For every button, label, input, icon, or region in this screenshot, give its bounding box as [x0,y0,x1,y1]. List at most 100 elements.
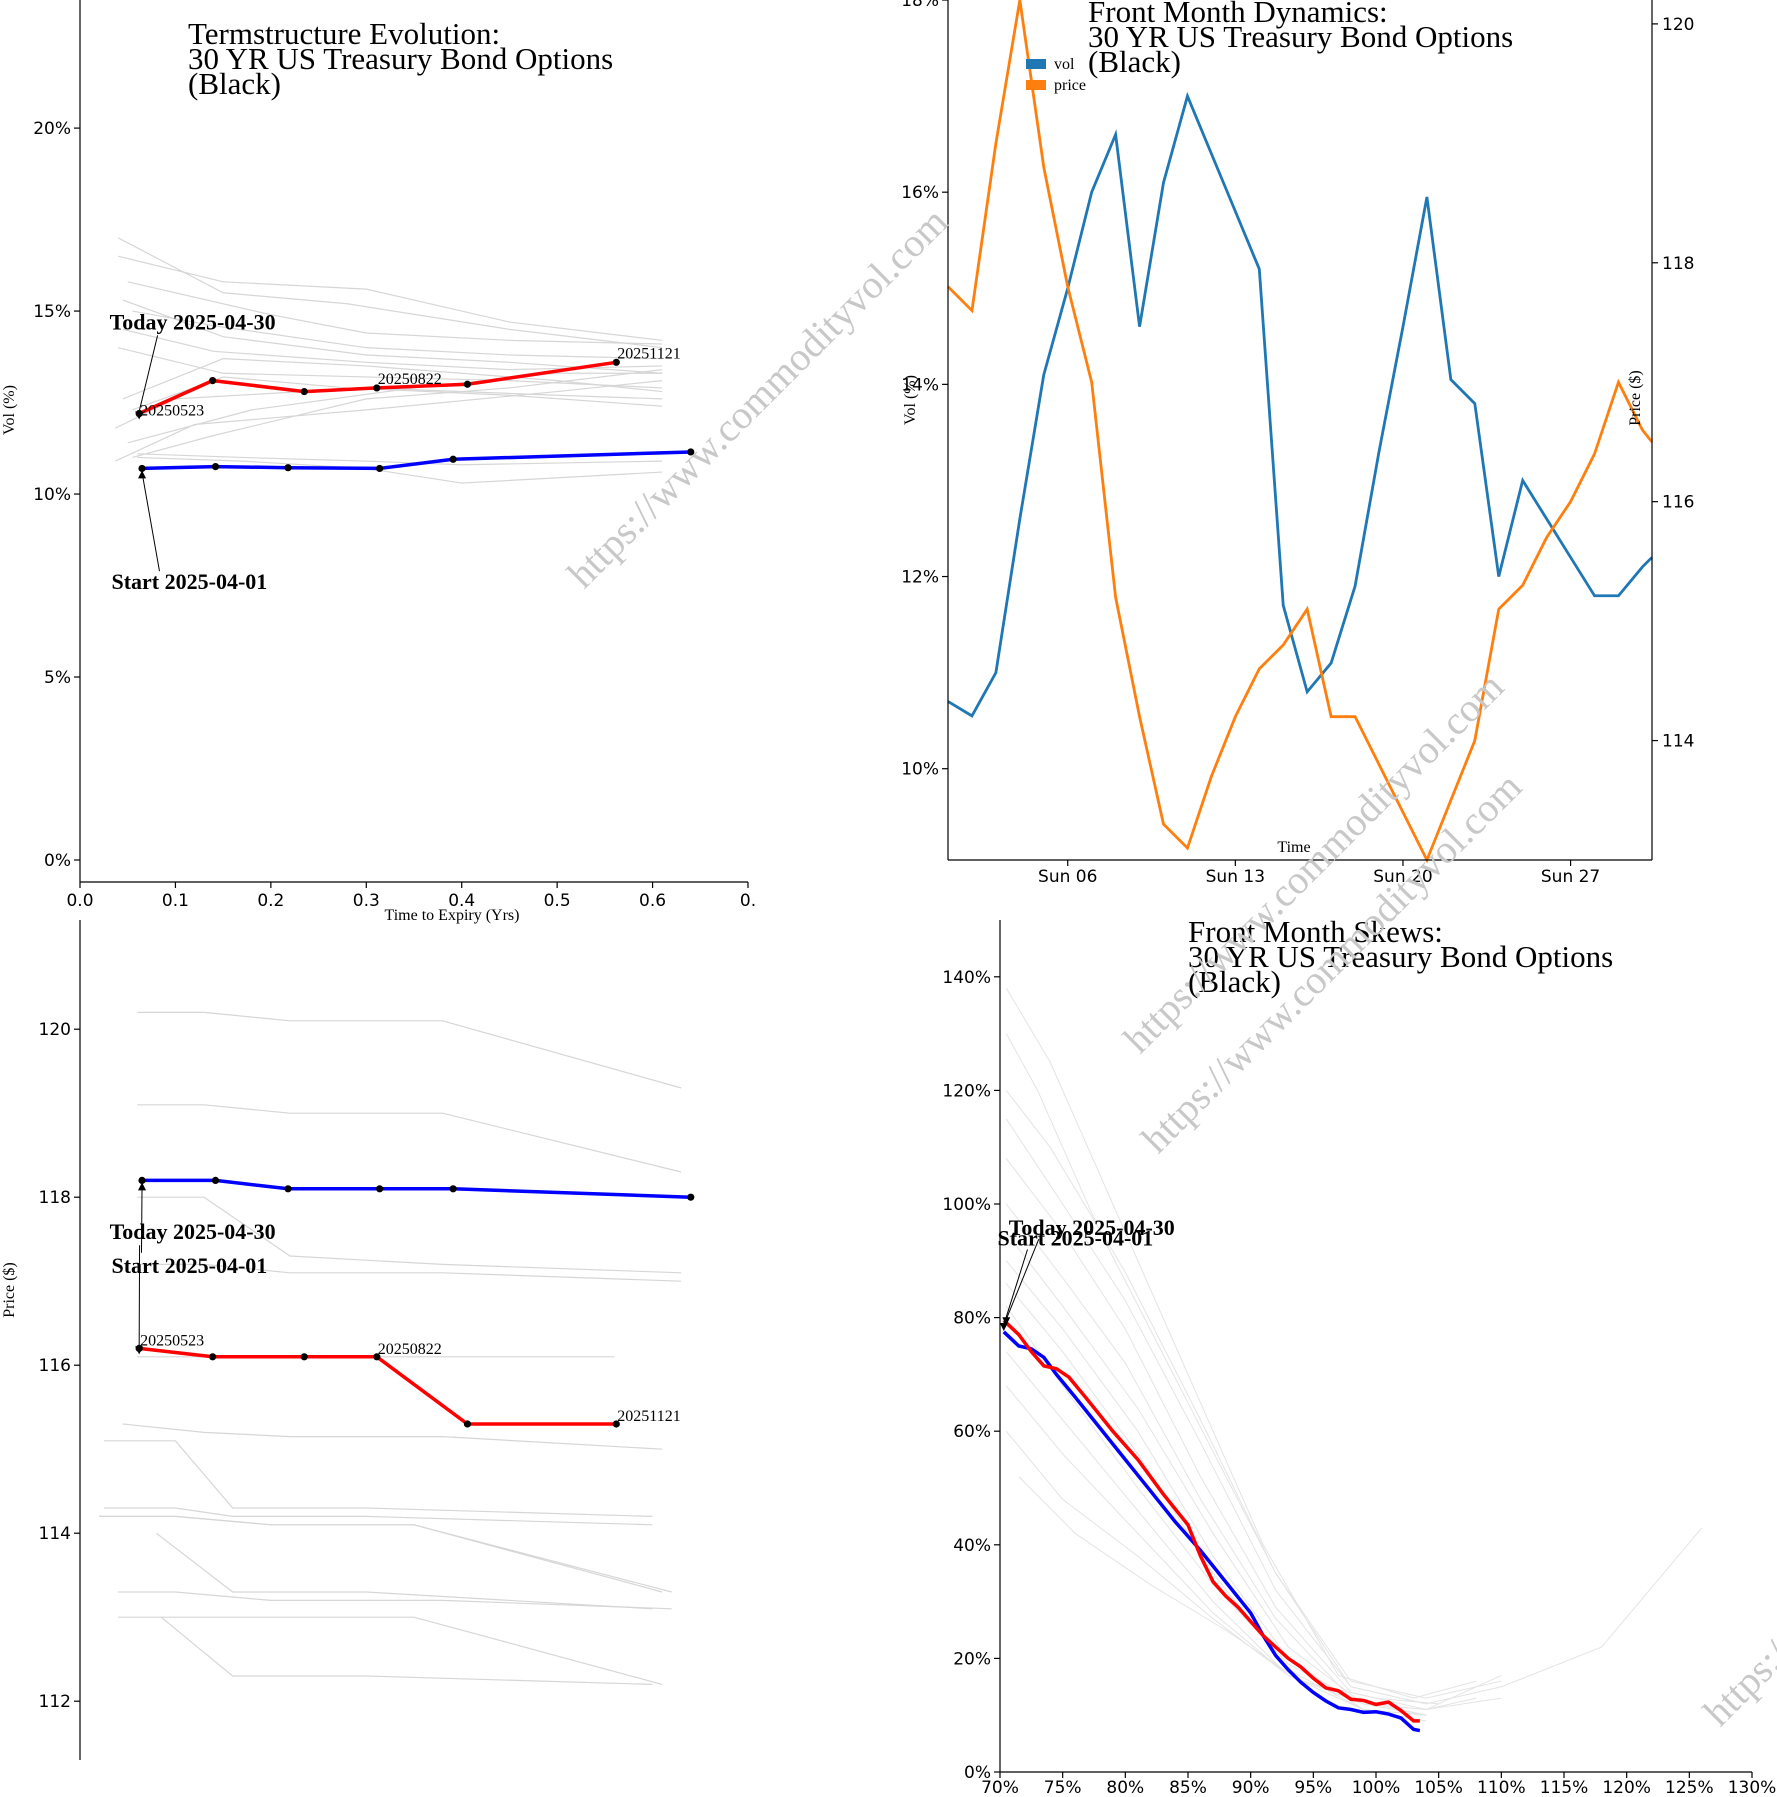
point-label: 20250523 [140,1332,204,1349]
futures-curve-panel: 112 114 116 118 120 20250523 20250822 20251121… [1,920,695,1760]
annotation-arrow [1005,1239,1040,1320]
data-point [300,1353,308,1361]
termstructure-labels: 20250523 20250822 20251121 Today 2025-04-30… [110,309,681,594]
y-tick-label: 112 [39,1692,71,1712]
history-line [1005,1090,1502,1699]
legend-swatch-vol [1026,59,1046,69]
history-line [137,453,663,466]
data-point [612,1420,620,1428]
history-line [118,1616,663,1685]
dynamics-title-line-2: 30 YR US Treasury Bond Options [1088,19,1513,54]
history-line [132,310,663,360]
y2-tick-label: 118 [1662,254,1694,274]
data-point [138,1176,146,1184]
series-line [141,450,691,471]
history-line [1018,1476,1439,1705]
history-line [137,1196,682,1274]
series-line [138,1346,617,1426]
termstructure-axes: 0% 5% 10% 15% 20% 0.0 0.1 0.2 0.3 0.4 0.5 0.6 0. [33,0,756,911]
x-tick-label: 130% [1728,1778,1777,1797]
data-point [612,358,620,366]
history-line [1005,1385,1427,1716]
history-line [118,255,663,341]
x-tick-label: 100% [1352,1778,1401,1797]
annotation-label: Start 2025-04-01 [997,1225,1153,1250]
data-point [373,1353,381,1361]
history-line [99,1515,663,1593]
annotation-arrowhead [138,470,147,479]
price-line [947,0,1654,864]
point-label: 20250822 [378,1341,442,1358]
data-point [463,1420,472,1428]
y-tick-label: 5% [44,668,71,688]
history-line [118,1591,672,1610]
futures-curve-y-axis-label: Price ($) [1,1262,18,1318]
annotation-arrow [138,335,159,412]
data-point [376,464,384,473]
history-line [117,237,663,349]
annotation-arrowhead [138,1182,147,1191]
x-tick-label: 90% [1232,1778,1270,1797]
annotation-label: Today 2025-04-30 [110,1219,276,1244]
skews-history-lines [1005,987,1703,1722]
y-tick-label: 116 [39,1356,71,1376]
x-tick-label: 85% [1169,1778,1207,1797]
x-tick-label: 115% [1540,1778,1589,1797]
x-tick-label: 95% [1294,1778,1332,1797]
skews-title-line-1: Front Month Skews: [1188,914,1443,949]
data-point [138,464,146,473]
y2-tick-label: 120 [1662,15,1694,35]
history-line [1005,1351,1427,1716]
y-tick-label: 18% [901,0,939,11]
termstructure-history-lines [115,237,663,484]
history-line [118,347,663,389]
y-tick-label: 114 [39,1524,71,1544]
y-tick-label: 20% [33,119,71,139]
y-tick-label: 16% [901,183,939,203]
history-line [137,1104,682,1173]
history-line [115,379,663,462]
x-tick-label: 120% [1602,1778,1651,1797]
annotation-arrowhead [135,411,144,420]
watermark-3: https://www.commodityvol.com [1695,1337,1777,1735]
y-tick-label: 100% [942,1195,991,1215]
y-tick-label: 10% [901,760,939,780]
series-line [142,1178,691,1199]
point-label: 20251121 [617,1408,680,1425]
dynamics-title-line-3: (Black) [1088,44,1181,79]
history-line [99,1515,672,1593]
x-tick-label: Sun 27 [1541,867,1600,887]
dynamics-panel: 10% 12% 14% 16% 18% 114 116 118 120 Sun 06 Sun 13 S… [901,0,1694,887]
x-tick-label: 0.2 [257,891,284,911]
data-point [209,376,217,385]
x-tick-label: Sun 20 [1373,867,1432,887]
termstructure-title-line-2: 30 YR US Treasury Bond Options [188,41,613,76]
vol-line [947,91,1653,718]
x-tick-label: Sun 13 [1206,867,1265,887]
y-tick-label: 0% [44,851,71,871]
series-line [1002,1319,1420,1723]
data-point [284,1185,292,1193]
x-tick-label: 80% [1106,1778,1144,1797]
data-point [211,1176,220,1184]
y-tick-label: 0% [964,1763,991,1783]
history-line [1005,1260,1427,1716]
futures-curve-series [135,1176,695,1428]
dynamics-y-axis-label: Vol (%) [902,375,919,425]
history-line [1005,987,1477,1699]
x-tick-label: 0. [740,891,756,911]
termstructure-y-axis-label: Vol (%) [1,385,18,435]
x-tick-label: 0.6 [639,891,666,911]
data-point [449,1185,457,1193]
y2-tick-label: 116 [1662,493,1694,513]
termstructure-x-axis-label: Time to Expiry (Yrs) [385,907,520,924]
dynamics-y2-axis-label: Price ($) [1627,370,1644,426]
data-point [376,1185,384,1193]
annotation-label: Today 2025-04-30 [1009,1215,1175,1240]
y-tick-label: 15% [33,302,71,322]
y-tick-label: 14% [901,375,939,395]
y-tick-label: 10% [33,485,71,505]
annotation-arrowhead [135,1346,144,1355]
